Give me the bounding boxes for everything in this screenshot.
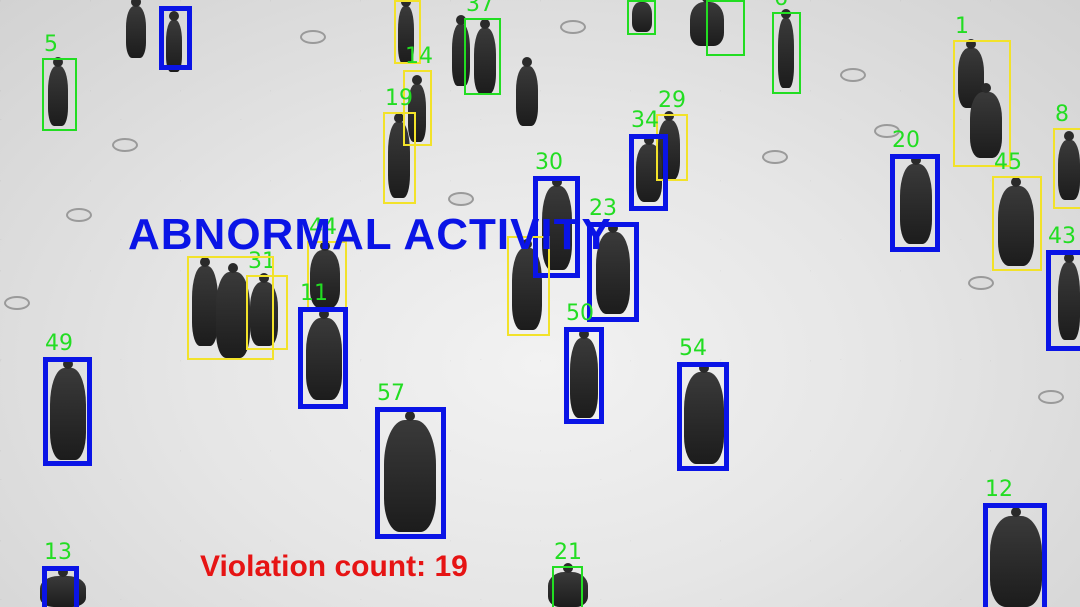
pedestrian [398, 0, 414, 64]
track-id-label: 12 [985, 477, 1013, 502]
detection-box: 12 [983, 478, 1047, 607]
floor-marker [66, 208, 92, 222]
detection-box: 20 [890, 129, 940, 252]
detection-box: 50 [564, 302, 604, 424]
track-id-label: 54 [679, 336, 707, 361]
detection-box: 31 [246, 250, 288, 350]
track-id-label: 43 [1048, 224, 1076, 249]
detection-box: 5 [42, 33, 77, 131]
track-id-label: 57 [377, 381, 405, 406]
track-id-label: 13 [44, 540, 72, 565]
detection-box: 19 [383, 87, 416, 204]
abnormal-activity-alert: ABNORMAL ACTIVITY [128, 210, 612, 259]
track-id-label: 44 [309, 215, 337, 240]
track-id-label: 49 [45, 331, 73, 356]
track-id-label: 1 [955, 14, 969, 39]
track-id-label: 37 [466, 0, 494, 17]
track-id-label: 11 [300, 281, 328, 306]
detection-box: 6 [772, 0, 801, 94]
detection-box: 13 [42, 541, 79, 607]
track-id-label: 20 [892, 128, 920, 153]
pedestrian [778, 9, 794, 88]
track-id-label: 50 [566, 301, 594, 326]
floor-marker [4, 296, 30, 310]
detection-box [394, 0, 421, 64]
pedestrian [474, 19, 496, 94]
floor-marker [874, 124, 900, 138]
pedestrian [126, 0, 146, 58]
pedestrian [596, 223, 630, 314]
detection-box [706, 0, 745, 56]
detection-box: 57 [375, 382, 446, 539]
detection-box: 29 [656, 89, 688, 181]
detection-box: 37 [464, 0, 501, 95]
pedestrian [570, 329, 598, 418]
detection-box: 8 [1053, 103, 1080, 209]
violation-count-readout: Violation count: 19 [200, 550, 468, 584]
track-id-label: 23 [589, 196, 617, 221]
track-id-label: 29 [658, 88, 686, 113]
floor-marker [560, 20, 586, 34]
detection-box: 1 [953, 15, 1011, 167]
detection-box: 14 [403, 45, 433, 146]
violation-label: Violation count: [200, 550, 435, 583]
detection-box: 44 [307, 216, 347, 311]
pedestrian [216, 263, 250, 358]
floor-marker [840, 68, 866, 82]
pedestrian [684, 363, 724, 464]
violation-count-value: 19 [434, 550, 468, 583]
detection-box [159, 6, 192, 70]
pedestrian [516, 57, 538, 126]
track-id-label: 19 [385, 86, 413, 111]
pedestrian [900, 155, 932, 244]
track-id-label: 31 [248, 249, 276, 274]
detection-box: 23 [587, 197, 639, 322]
pedestrian [990, 507, 1042, 607]
detection-box: 11 [298, 282, 348, 409]
floor-marker [1038, 390, 1064, 404]
track-id-label: 6 [774, 0, 788, 11]
pedestrian [48, 57, 68, 126]
detection-box: 45 [992, 151, 1042, 271]
detection-box [627, 0, 656, 35]
floor-marker [112, 138, 138, 152]
track-id-label: 14 [405, 44, 433, 69]
pedestrian [166, 11, 182, 72]
pedestrian [998, 177, 1034, 266]
floor-marker [300, 30, 326, 44]
floor-marker [448, 192, 474, 206]
pedestrian [310, 241, 340, 308]
track-id-label: 45 [994, 150, 1022, 175]
detection-box [507, 236, 550, 336]
track-id-label: 5 [44, 32, 58, 57]
detection-box: 43 [1046, 225, 1080, 351]
track-id-label: 21 [554, 540, 582, 565]
pedestrian [384, 411, 436, 532]
floor-marker [968, 276, 994, 290]
pedestrian [1058, 131, 1080, 200]
detection-box: 49 [43, 332, 92, 466]
detection-box: 21 [552, 541, 583, 607]
floor-marker [762, 150, 788, 164]
detection-box [187, 256, 274, 360]
pedestrian [192, 257, 218, 346]
detection-box: 34 [629, 109, 668, 211]
pedestrian [306, 309, 342, 400]
pedestrian [970, 83, 1002, 158]
pedestrian [1058, 253, 1080, 340]
track-id-label: 34 [631, 108, 659, 133]
track-id-label: 8 [1055, 102, 1069, 127]
pedestrian [408, 75, 426, 142]
detection-box: 30 [533, 151, 580, 278]
pedestrian [50, 359, 86, 460]
track-id-label: 30 [535, 150, 563, 175]
pedestrian [542, 177, 572, 270]
detection-box: 54 [677, 337, 729, 471]
